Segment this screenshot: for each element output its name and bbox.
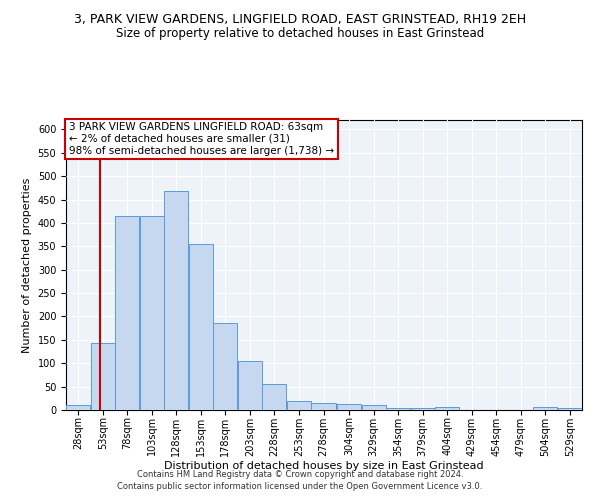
Text: 3, PARK VIEW GARDENS, LINGFIELD ROAD, EAST GRINSTEAD, RH19 2EH: 3, PARK VIEW GARDENS, LINGFIELD ROAD, EA… bbox=[74, 12, 526, 26]
Text: Contains public sector information licensed under the Open Government Licence v3: Contains public sector information licen… bbox=[118, 482, 482, 491]
Y-axis label: Number of detached properties: Number of detached properties bbox=[22, 178, 32, 352]
Bar bbox=[262, 384, 286, 410]
Bar bbox=[214, 324, 238, 410]
Bar bbox=[238, 361, 262, 410]
Bar bbox=[115, 216, 139, 410]
Bar bbox=[558, 408, 582, 410]
Bar bbox=[337, 404, 361, 410]
Bar bbox=[189, 244, 213, 410]
Bar bbox=[66, 406, 90, 410]
Bar bbox=[91, 343, 115, 410]
Bar bbox=[311, 403, 335, 410]
Text: 3 PARK VIEW GARDENS LINGFIELD ROAD: 63sqm
← 2% of detached houses are smaller (3: 3 PARK VIEW GARDENS LINGFIELD ROAD: 63sq… bbox=[69, 122, 334, 156]
Text: Contains HM Land Registry data © Crown copyright and database right 2024.: Contains HM Land Registry data © Crown c… bbox=[137, 470, 463, 479]
Bar bbox=[362, 406, 386, 410]
Bar bbox=[410, 408, 434, 410]
Bar bbox=[386, 408, 410, 410]
Text: Size of property relative to detached houses in East Grinstead: Size of property relative to detached ho… bbox=[116, 28, 484, 40]
Bar bbox=[140, 216, 164, 410]
Bar bbox=[533, 407, 557, 410]
Bar bbox=[164, 191, 188, 410]
X-axis label: Distribution of detached houses by size in East Grinstead: Distribution of detached houses by size … bbox=[164, 461, 484, 471]
Bar bbox=[287, 400, 311, 410]
Bar bbox=[435, 407, 459, 410]
